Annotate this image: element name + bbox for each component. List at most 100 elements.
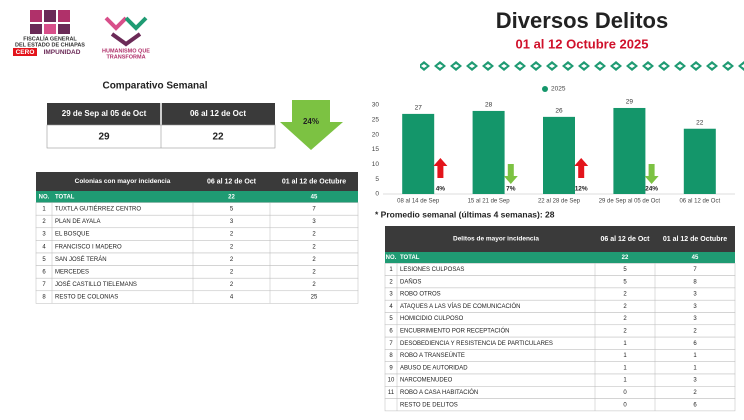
table-cell: 1 <box>42 206 46 212</box>
table-cell: 5 <box>230 206 234 212</box>
table-cell: ROBO A CASA HABITACIÓN <box>400 389 478 396</box>
table-cell: 10 <box>388 378 395 384</box>
table-cell: 5 <box>623 267 627 273</box>
table-cell: ATAQUES A LAS VÍAS DE COMUNICACIÓN <box>400 303 520 310</box>
table-cell: NARCOMENUDEO <box>400 378 453 384</box>
table-cell: 2 <box>623 329 627 335</box>
value-label: 22 <box>696 119 704 126</box>
badge: IMPUNIDAD <box>44 49 81 56</box>
table-cell: 6 <box>389 329 393 335</box>
y-tick-label: 15 <box>372 146 380 153</box>
table-cell: 3 <box>42 232 46 238</box>
table-cell: 2 <box>230 257 234 263</box>
subtitle: 01 al 12 Octubre 2025 <box>516 36 649 51</box>
table-cell: 2 <box>312 244 316 250</box>
table-header: Delitos de mayor incidencia <box>453 236 539 243</box>
table-cell: 1 <box>623 353 627 359</box>
table-header: 06 al 12 de Oct <box>600 236 650 243</box>
table-cell: 6 <box>693 402 697 408</box>
logo-humanismo <box>104 16 148 47</box>
table-cell: 3 <box>693 304 697 310</box>
section-title: Comparativo Semanal <box>102 81 207 92</box>
table-cell: 3 <box>312 219 316 225</box>
value-label: 26 <box>555 108 563 115</box>
table-total-bg <box>385 252 735 264</box>
trend-arrow <box>574 158 589 178</box>
table-cell: TOTAL <box>55 194 75 200</box>
table-row <box>384 275 736 289</box>
table-cell: 5 <box>389 316 393 322</box>
value-label: 27 <box>415 105 423 112</box>
table-cell: DESOBEDIENCIA Y RESISTENCIA DE PARTICULA… <box>400 341 553 347</box>
bar <box>613 107 646 194</box>
x-tick-label: 22 al 28 de Sep <box>538 199 581 205</box>
trend-arrow <box>644 164 659 184</box>
x-tick-label: 15 al 21 de Sep <box>468 199 511 205</box>
y-tick-label: 10 <box>372 161 380 168</box>
legend-swatch <box>542 86 548 92</box>
table-cell: 5 <box>42 257 46 263</box>
y-tick-label: 0 <box>375 191 379 198</box>
table-cell: 2 <box>312 232 316 238</box>
compare-header: 06 al 12 de Oct <box>190 109 246 118</box>
table-header: Colonias con mayor incidencia <box>75 178 171 185</box>
compare-header: 29 de Sep al 05 de Oct <box>62 109 147 118</box>
org-line: FISCALÍA GENERAL <box>23 34 77 42</box>
compare-value: 22 <box>212 132 224 143</box>
table-cell: 2 <box>623 316 627 322</box>
table-cell: 8 <box>389 353 393 359</box>
table-cell: 4 <box>389 304 393 310</box>
compare-value: 29 <box>98 132 110 143</box>
table-cell: 3 <box>389 292 393 298</box>
table-cell: NO. <box>39 194 50 200</box>
table-cell: 2 <box>693 329 697 335</box>
table-cell: 6 <box>42 269 46 275</box>
table-cell: 2 <box>312 282 316 288</box>
table-cell: ROBO OTROS <box>400 292 441 298</box>
bar <box>683 128 716 194</box>
table-cell: EL BOSQUE <box>55 232 89 238</box>
x-tick-label: 06 al 12 de Oct <box>679 199 720 205</box>
trend-label: 12% <box>575 186 588 193</box>
value-label: 28 <box>485 102 493 109</box>
table-cell: NO. <box>386 255 397 261</box>
table-cell: RESTO DE DELITOS <box>400 402 458 408</box>
table-cell: 2 <box>230 269 234 275</box>
table-header: 01 al 12 de Octubre <box>282 178 346 185</box>
table-cell: ROBO A TRANSEÚNTE <box>400 352 465 359</box>
trend-arrow <box>433 158 448 178</box>
table-cell: 2 <box>230 232 234 238</box>
table-cell: ENCUBRIMIENTO POR RECEPTACIÓN <box>400 328 509 335</box>
table-cell: 5 <box>623 279 627 285</box>
table-cell: FRANCISCO I MADERO <box>55 244 122 250</box>
table-cell: 3 <box>693 316 697 322</box>
table-row <box>384 398 736 412</box>
x-tick-label: 29 de Sep al 05 de Oct <box>599 199 661 205</box>
table-cell: 2 <box>230 282 234 288</box>
change-arrow <box>280 100 343 150</box>
table-cell: 22 <box>228 194 235 200</box>
y-tick-label: 25 <box>372 117 380 124</box>
slogan: TRANSFORMA <box>106 54 145 60</box>
table-cell: 2 <box>623 304 627 310</box>
org-line: DEL ESTADO DE CHIAPAS <box>15 42 85 48</box>
table-cell: 1 <box>623 378 627 384</box>
table-cell: RESTO DE COLONIAS <box>55 295 118 301</box>
table-cell: MERCEDES <box>55 269 89 275</box>
table-cell: 4 <box>42 244 46 250</box>
table-cell: 0 <box>623 402 627 408</box>
table-header-bg <box>385 226 735 252</box>
table-cell: LESIONES CULPOSAS <box>400 267 464 273</box>
table-cell: 7 <box>312 206 316 212</box>
table-cell: 45 <box>692 255 699 261</box>
table-cell: 22 <box>622 255 629 261</box>
table-cell: 1 <box>389 267 393 273</box>
badge-bg <box>13 48 37 56</box>
logo-fiscalia <box>30 10 70 34</box>
table-cell: 3 <box>693 378 697 384</box>
value-label: 29 <box>626 99 634 106</box>
table-header-bg <box>36 172 358 191</box>
table-cell: 1 <box>623 365 627 371</box>
legend-label: 2025 <box>551 86 566 93</box>
